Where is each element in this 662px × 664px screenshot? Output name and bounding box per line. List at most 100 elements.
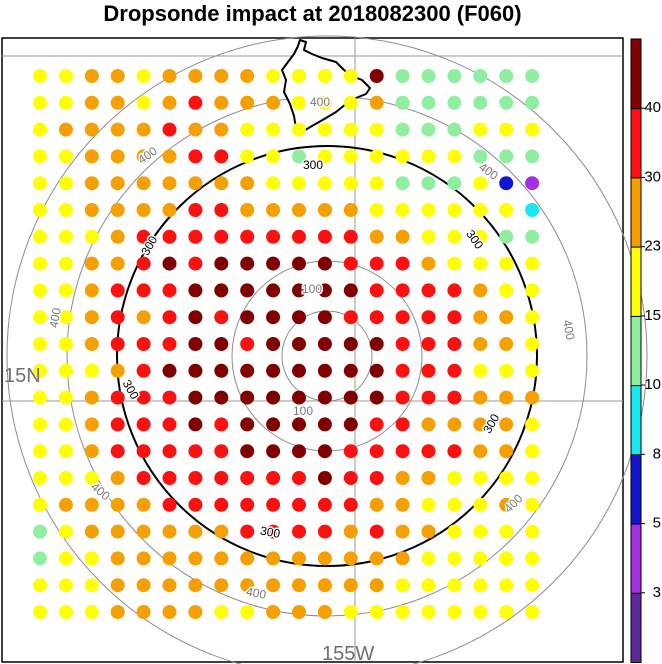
impact-dot — [33, 390, 47, 405]
impact-dot — [395, 256, 410, 271]
impact-dot — [188, 95, 203, 110]
impact-dot — [240, 122, 255, 137]
impact-dot — [395, 363, 410, 378]
impact-dot — [58, 337, 73, 351]
map-border — [1, 37, 624, 663]
impact-dot — [214, 417, 229, 432]
colorbar-box — [630, 38, 642, 110]
impact-dot — [499, 310, 514, 325]
impact-dot — [292, 122, 306, 137]
impact-dot — [421, 229, 436, 244]
impact-dot — [499, 471, 514, 485]
impact-dot — [447, 122, 462, 137]
impact-dot — [188, 578, 203, 593]
impact-dot — [525, 337, 540, 351]
impact-dot — [136, 229, 151, 244]
impact-dot — [33, 337, 47, 351]
impact-dot — [369, 444, 384, 459]
impact-dot — [473, 283, 488, 298]
impact-dot — [110, 310, 125, 325]
impact-dot — [84, 444, 99, 459]
impact-dot — [292, 605, 306, 619]
impact-dot — [292, 578, 306, 593]
impact-dot — [395, 176, 410, 191]
impact-dot — [343, 256, 358, 271]
impact-dot — [525, 605, 540, 619]
impact-dot — [421, 310, 436, 325]
impact-dot — [58, 149, 73, 164]
impact-dot — [421, 337, 436, 351]
impact-dot — [317, 363, 332, 378]
impact-dot — [473, 256, 488, 271]
impact-dot — [525, 363, 540, 378]
impact-dot — [447, 69, 462, 83]
impact-dot — [317, 122, 332, 137]
impact-dot — [292, 390, 306, 405]
colorbar-box — [630, 523, 642, 594]
impact-dot — [188, 229, 203, 244]
impact-dot — [58, 256, 73, 271]
impact-dot — [317, 229, 332, 244]
impact-dot — [110, 69, 125, 83]
impact-dot — [369, 471, 384, 485]
impact-dot — [292, 471, 306, 485]
impact-dot — [136, 497, 151, 512]
impact-dot — [395, 390, 410, 405]
impact-dot — [58, 471, 73, 485]
impact-dot — [214, 471, 229, 485]
colorbar-boxes — [630, 38, 642, 663]
impact-dot — [525, 524, 540, 539]
impact-dot — [447, 95, 462, 110]
impact-dot — [110, 337, 125, 351]
impact-dot — [447, 578, 462, 593]
impact-dot — [136, 363, 151, 378]
impact-dot — [292, 337, 306, 351]
impact-dot — [266, 95, 281, 110]
impact-dot — [499, 390, 514, 405]
impact-dot — [240, 471, 255, 485]
impact-dot — [214, 176, 229, 191]
impact-dot — [499, 122, 514, 137]
impact-dot — [317, 551, 332, 566]
impact-dot — [162, 551, 177, 566]
impact-dot — [525, 390, 540, 405]
impact-dot — [317, 471, 332, 485]
impact-dot — [395, 203, 410, 217]
impact-dot — [369, 256, 384, 271]
impact-dot — [33, 283, 47, 298]
colorbar-tick-label: 15 — [644, 307, 661, 324]
impact-dot — [136, 605, 151, 619]
impact-dot — [58, 578, 73, 593]
impact-dot — [33, 497, 47, 512]
impact-dot — [214, 444, 229, 459]
impact-dot — [525, 551, 540, 566]
impact-dot — [473, 203, 488, 217]
impact-dot — [421, 390, 436, 405]
impact-dot — [343, 471, 358, 485]
impact-dot — [395, 229, 410, 244]
impact-dot — [58, 310, 73, 325]
impact-dot — [188, 390, 203, 405]
impact-dot — [110, 444, 125, 459]
impact-dot — [240, 283, 255, 298]
impact-dot — [33, 363, 47, 378]
impact-dot — [395, 471, 410, 485]
ring-label-100: 100 — [302, 282, 322, 296]
impact-dot — [317, 69, 332, 83]
impact-dot — [369, 95, 384, 110]
impact-dot — [292, 283, 306, 298]
impact-dot — [240, 256, 255, 271]
impact-dot — [162, 203, 177, 217]
impact-dot — [188, 149, 203, 164]
impact-dot — [188, 363, 203, 378]
impact-dot — [58, 122, 73, 137]
impact-dot — [240, 310, 255, 325]
impact-dot — [266, 176, 281, 191]
impact-dot — [499, 578, 514, 593]
impact-dot — [525, 256, 540, 271]
ring-label-100: 100 — [293, 404, 313, 418]
impact-dot — [395, 122, 410, 137]
impact-dot — [473, 95, 488, 110]
impact-dot — [84, 524, 99, 539]
